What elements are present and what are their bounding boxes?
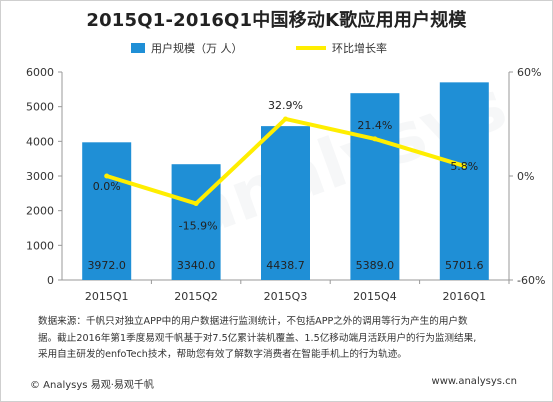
bar-2015Q4 <box>350 93 400 280</box>
bar-value-label: 3972.0 <box>87 259 126 272</box>
legend-label-bar: 用户规模（万 人） <box>151 42 243 55</box>
chart-title: 2015Q1-2016Q1中国移动K歌应用用户规模 <box>86 10 467 31</box>
bar-2015Q3 <box>261 126 310 281</box>
y-left-tick-label: 5000 <box>26 101 54 114</box>
y-left-tick-label: 6000 <box>26 66 54 79</box>
y-right-tick-label: -60% <box>517 274 545 287</box>
growth-rate-label: 32.9% <box>268 99 303 112</box>
y-left-tick-label: 4000 <box>26 135 54 148</box>
growth-point-2016Q1 <box>461 163 467 169</box>
growth-rate-label: 0.0% <box>93 180 121 193</box>
growth-rate-label: -15.9% <box>179 220 218 233</box>
y-right-tick-label: 60% <box>517 66 541 79</box>
bar-value-label: 3340.0 <box>177 259 216 272</box>
y-right-tick-label: 0% <box>517 170 534 183</box>
bar-value-label: 5701.6 <box>445 259 484 272</box>
y-left-tick-label: 1000 <box>26 239 54 252</box>
legend-item-bar: 用户规模（万 人） <box>131 40 243 56</box>
x-tick-label: 2016Q1 <box>442 290 486 303</box>
x-tick-label: 2015Q1 <box>85 290 129 303</box>
note-line-1: 数据来源：千帆只对独立APP中的用户数据进行监测统计，不包括APP之外的调用等行… <box>38 316 468 327</box>
x-tick-label: 2015Q2 <box>174 290 218 303</box>
footer-copyright: © Analysys 易观·易观千帆 <box>30 380 154 391</box>
bar-2016Q1 <box>439 82 489 280</box>
note-line-2: 据。截止2016年第1季度易观千帆基于对7.5亿累计装机覆盖、1.5亿移动端月活… <box>38 332 477 344</box>
legend-label-line: 环比增长率 <box>332 42 387 55</box>
note-line-3: 采用自主研发的enfoTech技术，帮助您有效了解数字消费者在智能手机上的行为轨… <box>38 349 407 360</box>
legend-line-swatch <box>296 46 326 50</box>
y-left-tick-label: 2000 <box>26 205 54 218</box>
x-tick-label: 2015Q3 <box>264 290 308 303</box>
growth-point-2015Q4 <box>372 136 378 142</box>
chart-legend: 用户规模（万 人） 环比增长率 <box>0 40 553 60</box>
footer-website: www.analysys.cn <box>431 376 517 387</box>
bar-2015Q2 <box>171 164 221 280</box>
y-left-tick-label: 3000 <box>26 170 54 183</box>
y-left-tick-label: 0 <box>47 274 54 287</box>
growth-point-2015Q3 <box>283 116 288 122</box>
legend-item-line: 环比增长率 <box>296 40 387 56</box>
growth-rate-label: 5.8% <box>450 160 478 173</box>
bar-value-label: 5389.0 <box>356 259 395 272</box>
data-source-note: 数据来源：千帆只对独立APP中的用户数据进行监测统计，不包括APP之外的调用等行… <box>38 314 538 364</box>
x-tick-label: 2015Q4 <box>353 290 397 303</box>
growth-point-2015Q2 <box>193 201 199 207</box>
growth-point-2015Q1 <box>104 173 110 179</box>
growth-rate-label: 21.4% <box>357 119 392 132</box>
bar-value-label: 4438.7 <box>266 259 305 272</box>
legend-bar-swatch <box>131 43 145 53</box>
bar-2015Q1 <box>82 142 132 280</box>
